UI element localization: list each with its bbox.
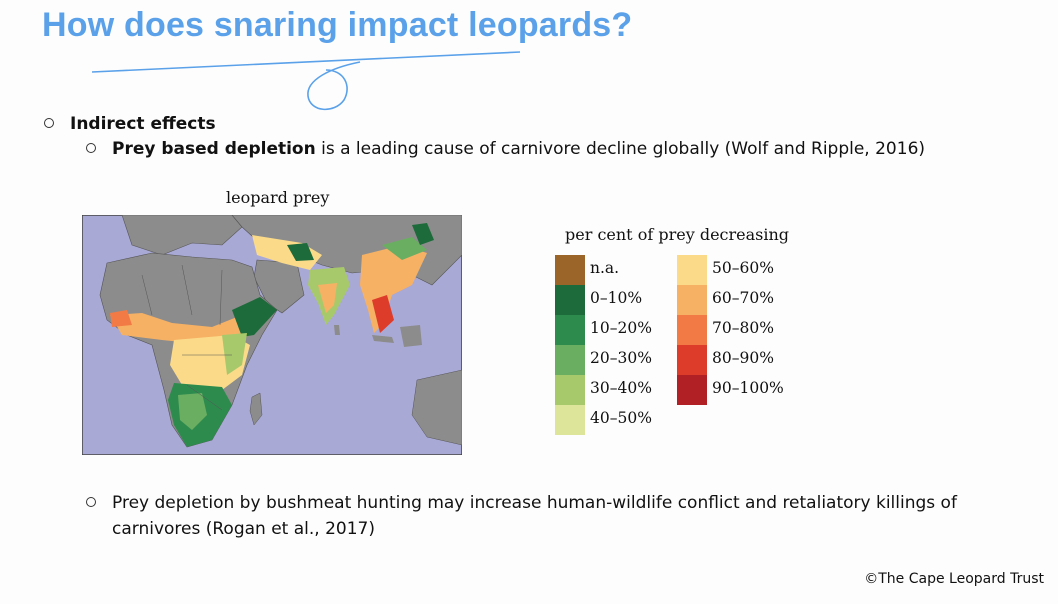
bullet-text-line1: Prey depletion by bushmeat hunting may i… [112,493,957,513]
legend-swatch [677,375,707,405]
legend-swatch [555,285,585,315]
legend-label: 10–20% [590,319,652,337]
legend-label: 70–80% [712,319,774,337]
legend-label: n.a. [590,259,620,277]
legend-swatch [555,375,585,405]
legend-swatch [555,345,585,375]
bullet-bushmeat: Prey depletion by bushmeat hunting may i… [86,490,957,542]
bullet-marker [86,497,96,507]
bullet-text: is a leading cause of carnivore decline … [315,139,926,159]
leopard-prey-map [82,215,462,455]
legend-label: 40–50% [590,409,652,427]
bullet-bold-text: Prey based depletion [112,139,316,159]
slide-title: How does snaring impact leopards? [42,6,633,44]
credit-text: ©The Cape Leopard Trust [864,571,1044,587]
legend-swatch [555,405,585,435]
legend-label: 60–70% [712,289,774,307]
legend-swatch [677,345,707,375]
legend-swatch [677,315,707,345]
legend-label: 20–30% [590,349,652,367]
bullet-text-line2: carnivores (Rogan et al., 2017) [112,519,375,539]
legend-label: 90–100% [712,379,784,397]
bullet-marker [44,118,54,128]
legend-label: 80–90% [712,349,774,367]
legend-swatch [677,255,707,285]
legend-swatch [555,315,585,345]
bullet-prey-depletion: Prey based depletion is a leading cause … [86,136,925,162]
legend-label: 0–10% [590,289,643,307]
bullet-marker [86,143,96,153]
legend-label: 50–60% [712,259,774,277]
bullet-indirect-effects: Indirect effects [44,111,216,137]
map-caption: leopard prey [226,188,330,207]
legend-label: 30–40% [590,379,652,397]
legend-swatch [677,285,707,315]
bullet-label: Indirect effects [70,114,216,134]
legend-swatch [555,255,585,285]
legend-title: per cent of prey decreasing [565,225,790,244]
